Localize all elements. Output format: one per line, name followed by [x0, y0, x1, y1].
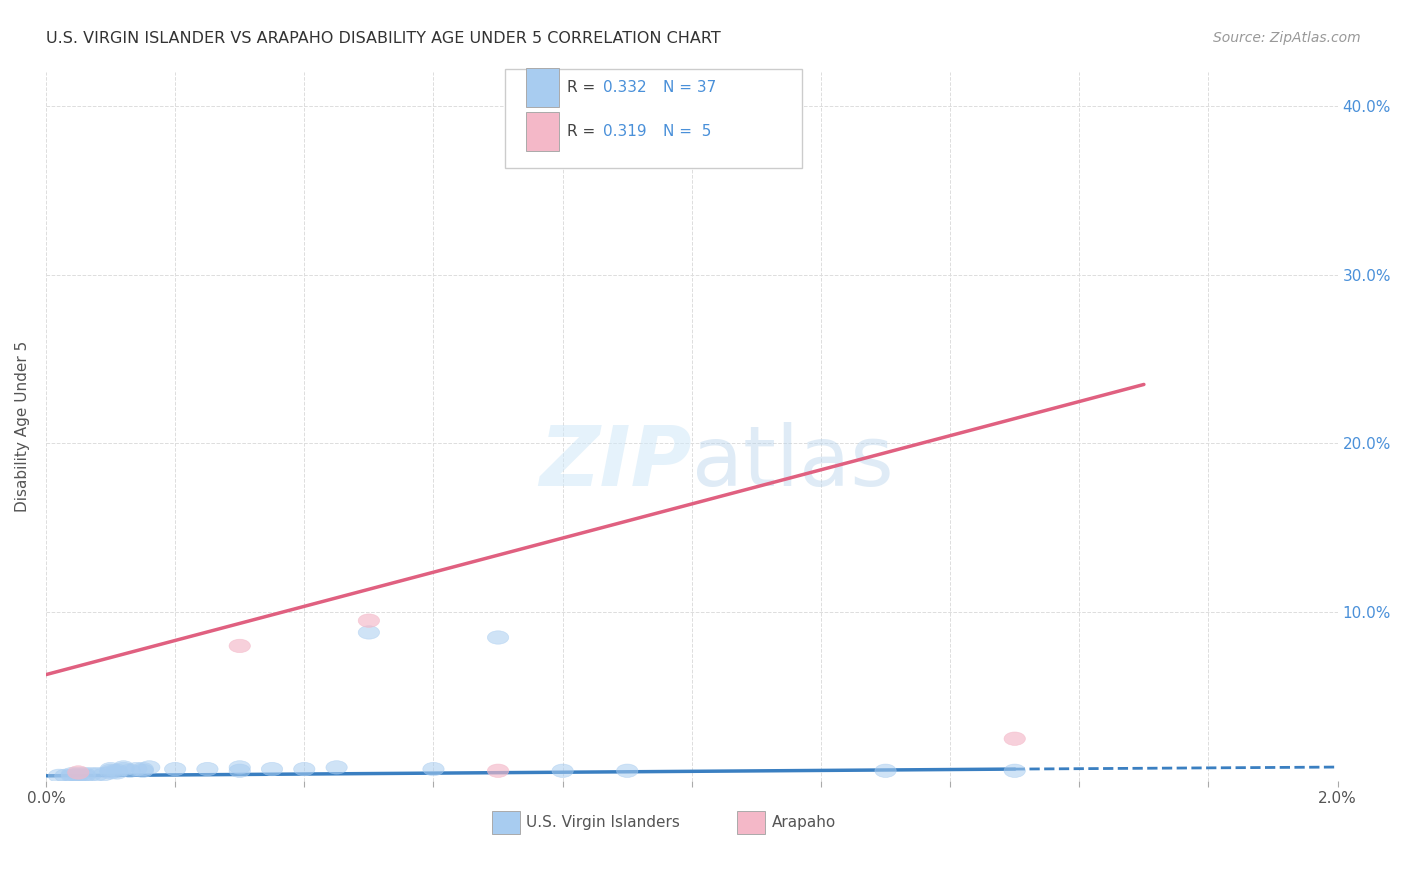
- Text: R =: R =: [567, 124, 599, 138]
- Text: N =  5: N = 5: [664, 124, 711, 138]
- Text: N = 37: N = 37: [664, 80, 717, 95]
- Ellipse shape: [107, 764, 128, 778]
- Ellipse shape: [125, 763, 148, 776]
- Ellipse shape: [229, 761, 250, 774]
- Ellipse shape: [48, 769, 69, 782]
- Ellipse shape: [100, 763, 121, 776]
- Ellipse shape: [100, 765, 121, 779]
- FancyBboxPatch shape: [737, 812, 765, 834]
- Ellipse shape: [326, 761, 347, 774]
- Ellipse shape: [132, 763, 153, 776]
- Text: ZIP: ZIP: [538, 422, 692, 502]
- Ellipse shape: [139, 761, 160, 774]
- Ellipse shape: [67, 765, 89, 779]
- Text: Arapaho: Arapaho: [772, 815, 837, 830]
- Ellipse shape: [359, 614, 380, 627]
- Ellipse shape: [359, 625, 380, 640]
- Ellipse shape: [100, 764, 121, 778]
- Ellipse shape: [75, 769, 96, 782]
- Ellipse shape: [60, 769, 83, 782]
- Text: Source: ZipAtlas.com: Source: ZipAtlas.com: [1213, 31, 1361, 45]
- Ellipse shape: [60, 767, 83, 780]
- Text: R =: R =: [567, 80, 599, 95]
- Ellipse shape: [553, 764, 574, 778]
- Ellipse shape: [55, 769, 76, 782]
- Text: U.S. Virgin Islanders: U.S. Virgin Islanders: [526, 815, 681, 830]
- Ellipse shape: [488, 764, 509, 778]
- Ellipse shape: [262, 763, 283, 776]
- FancyBboxPatch shape: [505, 69, 801, 168]
- Ellipse shape: [80, 767, 101, 780]
- Ellipse shape: [423, 763, 444, 776]
- Ellipse shape: [229, 640, 250, 653]
- Ellipse shape: [107, 765, 128, 779]
- Ellipse shape: [488, 631, 509, 644]
- Ellipse shape: [93, 767, 115, 780]
- FancyBboxPatch shape: [492, 812, 520, 834]
- Ellipse shape: [294, 763, 315, 776]
- Ellipse shape: [617, 764, 638, 778]
- Ellipse shape: [165, 763, 186, 776]
- Ellipse shape: [112, 763, 134, 776]
- Text: 0.319: 0.319: [603, 124, 647, 138]
- Ellipse shape: [229, 764, 250, 778]
- Y-axis label: Disability Age Under 5: Disability Age Under 5: [15, 341, 30, 512]
- Text: U.S. VIRGIN ISLANDER VS ARAPAHO DISABILITY AGE UNDER 5 CORRELATION CHART: U.S. VIRGIN ISLANDER VS ARAPAHO DISABILI…: [46, 31, 721, 46]
- Ellipse shape: [1004, 732, 1025, 746]
- Ellipse shape: [87, 767, 108, 780]
- Text: atlas: atlas: [692, 422, 894, 502]
- Ellipse shape: [120, 764, 141, 778]
- Text: 0.332: 0.332: [603, 80, 647, 95]
- Ellipse shape: [197, 763, 218, 776]
- FancyBboxPatch shape: [526, 112, 558, 151]
- Ellipse shape: [875, 764, 896, 778]
- Ellipse shape: [1004, 764, 1025, 778]
- Ellipse shape: [75, 767, 96, 780]
- Ellipse shape: [112, 761, 134, 774]
- Ellipse shape: [132, 764, 153, 778]
- Ellipse shape: [67, 767, 89, 780]
- Ellipse shape: [67, 769, 89, 782]
- FancyBboxPatch shape: [526, 69, 558, 107]
